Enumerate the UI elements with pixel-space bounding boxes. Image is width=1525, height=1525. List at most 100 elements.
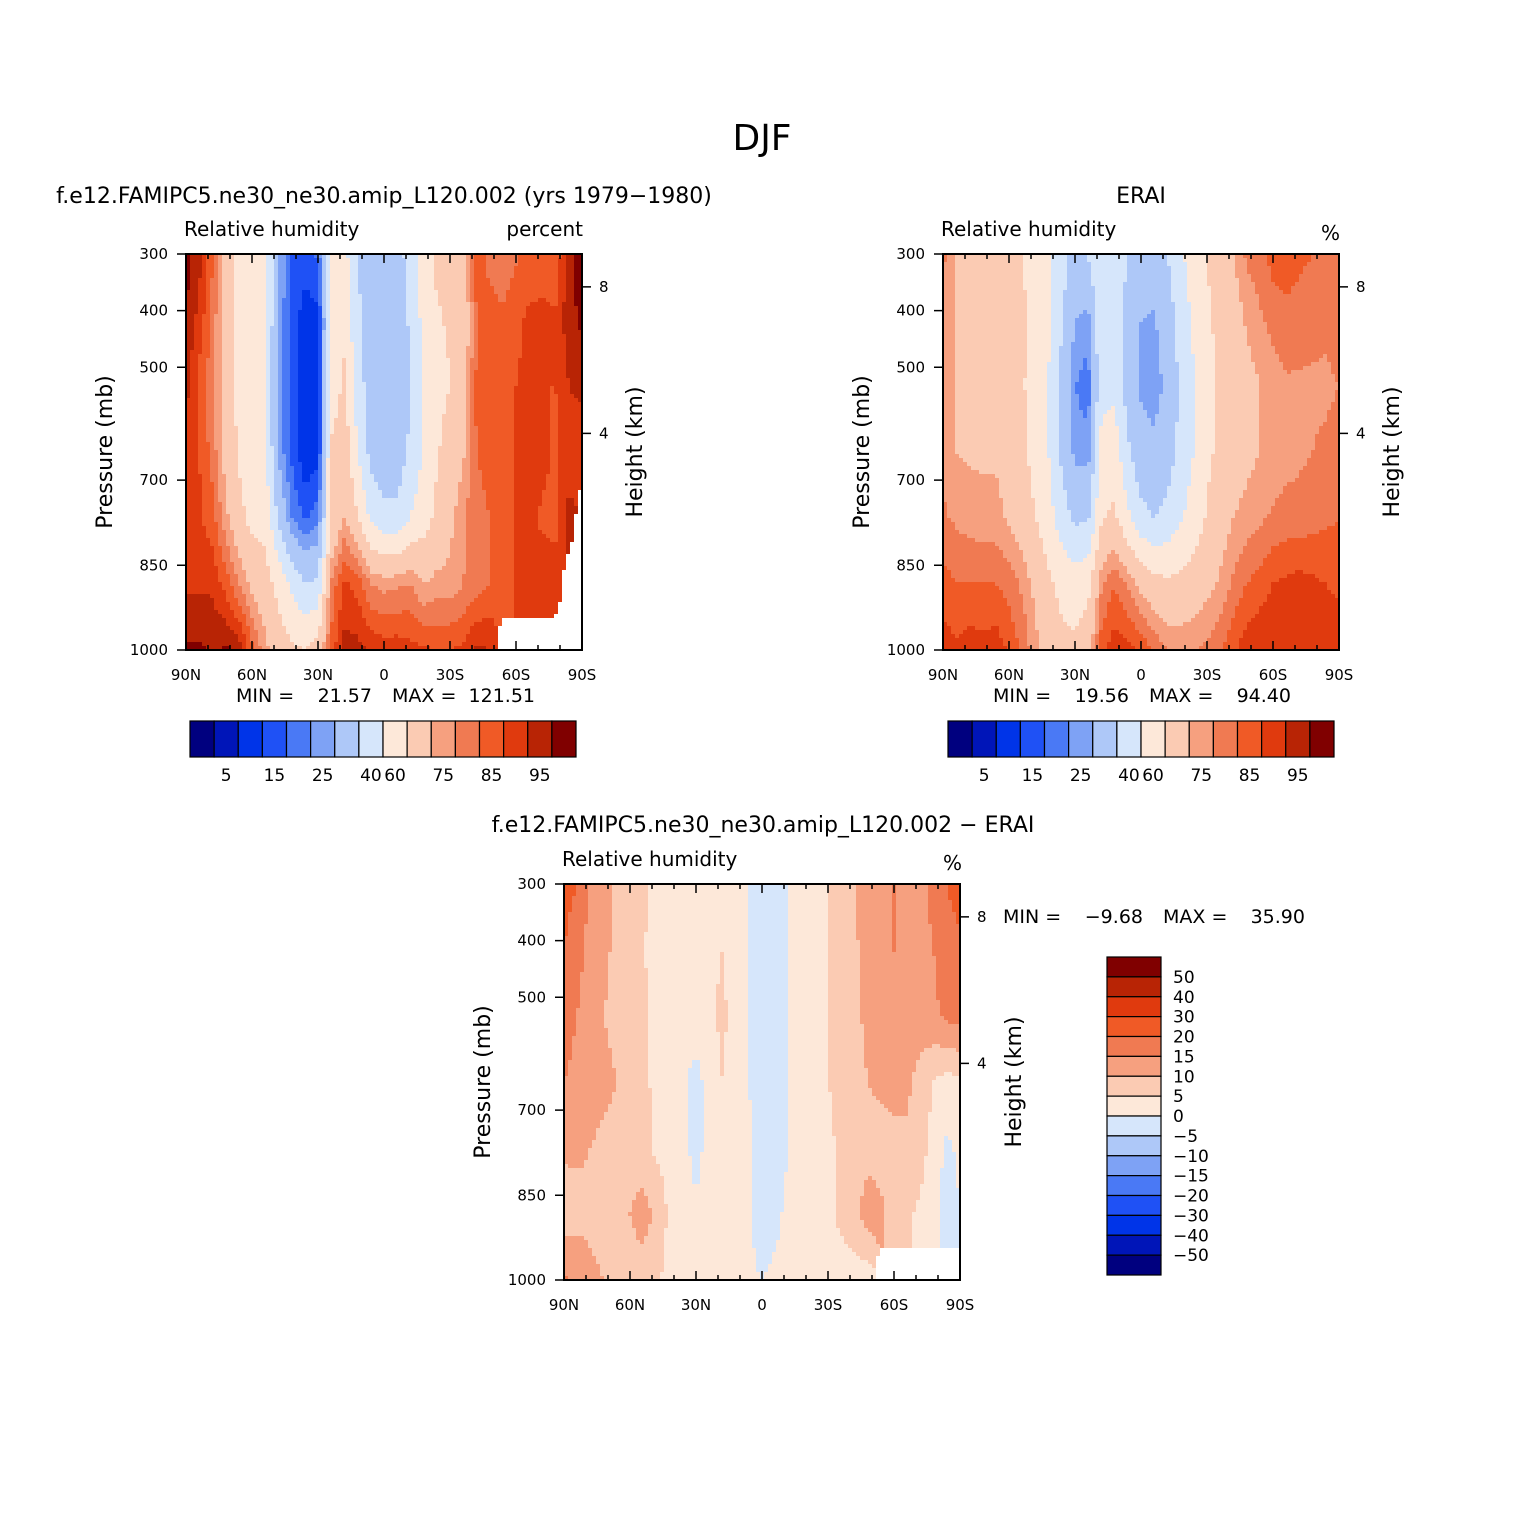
heatmap-cell — [314, 266, 319, 271]
heatmap-cell — [570, 258, 575, 263]
heatmap-cell — [562, 434, 567, 439]
heatmap-cell — [246, 282, 251, 287]
heatmap-cell — [326, 422, 331, 427]
heatmap-cell — [402, 350, 407, 355]
heatmap-cell — [226, 302, 231, 307]
heatmap-cell — [274, 402, 279, 407]
heatmap-cell — [554, 394, 559, 399]
heatmap-cell — [450, 258, 455, 263]
heatmap-cell — [442, 290, 447, 295]
heatmap-cell — [578, 430, 583, 435]
heatmap-cell — [366, 334, 371, 339]
heatmap-cell — [506, 338, 511, 343]
heatmap-cell — [270, 402, 275, 407]
heatmap-cell — [470, 342, 475, 347]
heatmap-cell — [230, 318, 235, 323]
heatmap-cell — [350, 450, 355, 455]
heatmap-cell — [298, 394, 303, 399]
heatmap-cell — [258, 294, 263, 299]
heatmap-cell — [490, 262, 495, 267]
heatmap-cell — [350, 254, 355, 259]
heatmap-cell — [350, 398, 355, 403]
heatmap-cell — [486, 434, 491, 439]
heatmap-cell — [326, 322, 331, 327]
heatmap-cell — [474, 322, 479, 327]
heatmap-cell — [470, 386, 475, 391]
heatmap-cell — [558, 442, 563, 447]
heatmap-cell — [262, 306, 267, 311]
heatmap-cell — [194, 442, 199, 447]
heatmap-cell — [322, 374, 327, 379]
heatmap-cell — [418, 274, 423, 279]
heatmap-cell — [550, 426, 555, 431]
heatmap-cell — [470, 354, 475, 359]
heatmap-cell — [198, 350, 203, 355]
heatmap-cell — [202, 278, 207, 283]
heatmap-cell — [482, 306, 487, 311]
heatmap-cell — [442, 270, 447, 275]
heatmap-cell — [546, 438, 551, 443]
heatmap-cell — [266, 410, 271, 415]
heatmap-cell — [506, 310, 511, 315]
heatmap-cell — [278, 330, 283, 335]
heatmap-cell — [446, 342, 451, 347]
heatmap-cell — [406, 274, 411, 279]
heatmap-cell — [310, 382, 315, 387]
heatmap-cell — [238, 362, 243, 367]
heatmap-cell — [210, 366, 215, 371]
heatmap-cell — [458, 434, 463, 439]
heatmap-cell — [218, 370, 223, 375]
heatmap-cell — [190, 438, 195, 443]
heatmap-cell — [298, 282, 303, 287]
heatmap-cell — [542, 318, 547, 323]
heatmap-cell — [294, 274, 299, 279]
heatmap-cell — [374, 338, 379, 343]
heatmap-cell — [234, 374, 239, 379]
heatmap-cell — [354, 314, 359, 319]
heatmap-cell — [278, 342, 283, 347]
heatmap-cell — [350, 426, 355, 431]
heatmap-cell — [410, 286, 415, 291]
heatmap-cell — [210, 430, 215, 435]
heatmap-cell — [370, 442, 375, 447]
heatmap-cell — [382, 406, 387, 411]
heatmap-cell — [438, 334, 443, 339]
heatmap-cell — [546, 330, 551, 335]
heatmap-cell — [430, 438, 435, 443]
heatmap-cell — [398, 426, 403, 431]
heatmap-cell — [558, 414, 563, 419]
heatmap-cell — [250, 426, 255, 431]
heatmap-cell — [394, 442, 399, 447]
heatmap-cell — [570, 398, 575, 403]
heatmap-cell — [350, 258, 355, 263]
heatmap-cell — [202, 426, 207, 431]
heatmap-cell — [286, 438, 291, 443]
heatmap-cell — [218, 422, 223, 427]
heatmap-cell — [338, 358, 343, 363]
heatmap-cell — [338, 294, 343, 299]
heatmap-cell — [394, 402, 399, 407]
heatmap-cell — [258, 358, 263, 363]
heatmap-cell — [290, 374, 295, 379]
heatmap-cell — [554, 270, 559, 275]
heatmap-cell — [190, 318, 195, 323]
heatmap-cell — [258, 322, 263, 327]
heatmap-cell — [314, 414, 319, 419]
heatmap-cell — [506, 434, 511, 439]
heatmap-cell — [290, 346, 295, 351]
heatmap-cell — [490, 334, 495, 339]
heatmap-cell — [494, 358, 499, 363]
heatmap-cell — [278, 314, 283, 319]
heatmap-cell — [218, 298, 223, 303]
heatmap-cell — [502, 282, 507, 287]
heatmap-cell — [566, 254, 571, 259]
heatmap-cell — [374, 370, 379, 375]
heatmap-cell — [246, 442, 251, 447]
heatmap-cell — [254, 362, 259, 367]
heatmap-cell — [334, 334, 339, 339]
heatmap-cell — [566, 402, 571, 407]
heatmap-cell — [454, 446, 459, 451]
heatmap-cell — [554, 262, 559, 267]
heatmap-cell — [226, 338, 231, 343]
heatmap-cell — [578, 322, 583, 327]
